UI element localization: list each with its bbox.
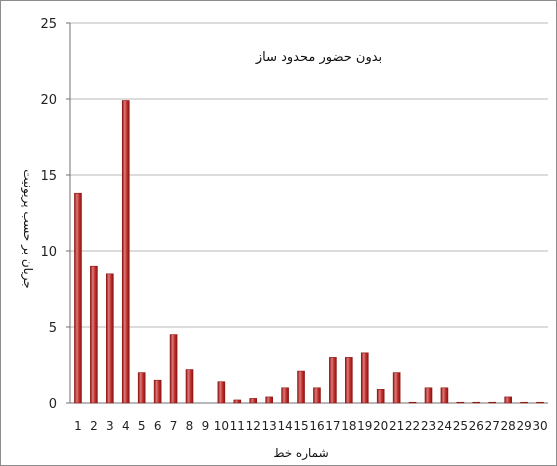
bar-15 (297, 370, 305, 404)
x-tick-label: 4 (122, 419, 130, 433)
gridlines (66, 22, 548, 404)
x-tick-label: 2 (90, 419, 98, 433)
bar-23 (424, 387, 433, 404)
x-tick-labels: 1 2 3 4 5 6 7 8 9 10 11 12 13 14 15 16 17 18 19 20 21 22 23 24 2… (74, 419, 548, 433)
bar-7 (169, 334, 178, 404)
chart-annotation: بدون حضور محدود ساز (255, 50, 382, 65)
x-tick-label: 15 (293, 419, 308, 433)
bar-17 (329, 357, 337, 404)
bar-12 (249, 398, 258, 404)
bar-11 (233, 399, 242, 404)
bar-14 (281, 387, 289, 404)
x-tick-label: 9 (202, 419, 210, 433)
y-tick-label: 5 (49, 321, 57, 336)
bar-10 (217, 381, 226, 404)
x-tick-label: 8 (186, 419, 194, 433)
x-tick-label: 23 (421, 419, 436, 433)
x-tick-label: 1 (74, 419, 82, 433)
y-tick-label: 25 (40, 17, 57, 32)
bar-30 (536, 401, 544, 404)
x-tick-label: 16 (309, 419, 324, 433)
bar-18 (345, 357, 353, 404)
bar-26 (472, 401, 481, 404)
x-axis-label: شماره خط (273, 446, 328, 461)
x-tick-label: 22 (405, 419, 420, 433)
bar-28 (504, 396, 512, 404)
x-tick-label: 11 (230, 419, 245, 433)
bar-16 (313, 387, 321, 404)
x-tick-label: 12 (246, 419, 261, 433)
y-tick-labels: 0 5 10 15 20 25 (40, 17, 57, 412)
bars (74, 100, 544, 404)
x-tick-label: 18 (341, 419, 356, 433)
x-tick-label: 3 (106, 419, 114, 433)
x-tick-label: 26 (469, 419, 484, 433)
x-tick-label: 5 (138, 419, 146, 433)
y-tick-label: 0 (49, 397, 57, 412)
y-tick-label: 15 (40, 169, 57, 184)
x-tick-label: 29 (516, 419, 531, 433)
bar-5 (137, 372, 146, 404)
x-tick-label: 6 (154, 419, 162, 433)
y-tick-label: 20 (40, 93, 57, 108)
bar-4 (121, 100, 130, 404)
y-axis-label: جریان بر حسب پریونیت (20, 169, 35, 288)
bar-3 (106, 273, 114, 404)
x-tick-label: 14 (277, 419, 292, 433)
x-tick-label: 17 (325, 419, 340, 433)
x-tick-label: 25 (453, 419, 468, 433)
x-tick-label: 10 (214, 419, 229, 433)
bar-19 (360, 352, 369, 404)
bar-24 (440, 387, 449, 404)
y-tick-label: 10 (40, 245, 57, 260)
bar-1 (74, 192, 82, 404)
x-tick-label: 30 (532, 419, 547, 433)
bar-20 (376, 389, 385, 404)
x-tick-label: 21 (389, 419, 404, 433)
bar-2 (90, 265, 98, 404)
bar-21 (392, 372, 401, 404)
x-tick-label: 27 (485, 419, 500, 433)
x-tick-label: 24 (437, 419, 452, 433)
x-tick-label: 19 (357, 419, 372, 433)
bar-13 (265, 396, 273, 404)
bar-8 (185, 369, 194, 404)
bar-27 (488, 401, 497, 404)
x-tick-label: 7 (170, 419, 178, 433)
bar-29 (520, 401, 528, 404)
bar-22 (408, 401, 417, 404)
bar-6 (153, 379, 162, 404)
x-tick-label: 20 (373, 419, 388, 433)
x-tick-label: 28 (501, 419, 516, 433)
x-tick-label: 13 (262, 419, 277, 433)
bar-25 (456, 401, 465, 404)
